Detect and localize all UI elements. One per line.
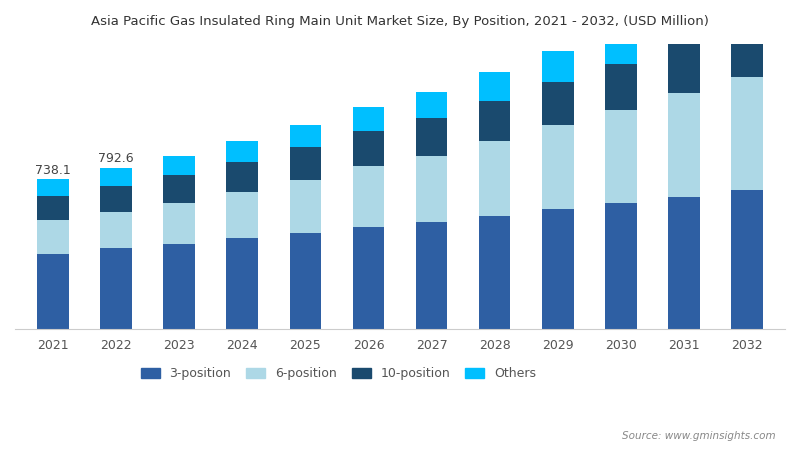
- Text: Source: www.gminsights.com: Source: www.gminsights.com: [622, 431, 776, 441]
- Bar: [731, 76, 763, 190]
- Bar: [353, 227, 384, 329]
- Bar: [731, 190, 763, 329]
- Bar: [542, 50, 574, 81]
- Bar: [290, 125, 321, 147]
- Bar: [100, 248, 132, 329]
- Bar: [416, 92, 447, 118]
- Bar: [542, 125, 574, 210]
- Bar: [353, 107, 384, 131]
- Bar: [226, 162, 258, 192]
- Bar: [163, 176, 195, 203]
- Bar: [226, 192, 258, 238]
- Bar: [353, 166, 384, 227]
- Bar: [542, 210, 574, 329]
- Bar: [605, 30, 637, 63]
- Bar: [37, 179, 69, 196]
- Bar: [731, 0, 763, 22]
- Bar: [163, 243, 195, 329]
- Bar: [226, 238, 258, 329]
- Bar: [163, 203, 195, 243]
- Bar: [479, 216, 510, 329]
- Bar: [100, 168, 132, 186]
- Text: 738.1: 738.1: [34, 163, 70, 176]
- Bar: [353, 131, 384, 166]
- Bar: [479, 72, 510, 100]
- Bar: [668, 7, 700, 43]
- Bar: [668, 93, 700, 197]
- Bar: [37, 220, 69, 254]
- Bar: [37, 196, 69, 220]
- Bar: [605, 203, 637, 329]
- Bar: [416, 118, 447, 156]
- Bar: [605, 110, 637, 203]
- Bar: [100, 186, 132, 212]
- Bar: [479, 100, 510, 141]
- Bar: [479, 141, 510, 216]
- Bar: [290, 147, 321, 180]
- Bar: [605, 63, 637, 110]
- Text: 792.6: 792.6: [98, 153, 134, 166]
- Bar: [542, 81, 574, 125]
- Bar: [37, 254, 69, 329]
- Bar: [290, 180, 321, 233]
- Bar: [290, 233, 321, 329]
- Bar: [668, 43, 700, 93]
- Bar: [731, 22, 763, 76]
- Bar: [416, 222, 447, 329]
- Title: Asia Pacific Gas Insulated Ring Main Unit Market Size, By Position, 2021 - 2032,: Asia Pacific Gas Insulated Ring Main Uni…: [91, 15, 709, 28]
- Bar: [163, 156, 195, 176]
- Bar: [416, 156, 447, 222]
- Bar: [226, 141, 258, 162]
- Legend: 3-position, 6-position, 10-position, Others: 3-position, 6-position, 10-position, Oth…: [136, 362, 541, 385]
- Bar: [100, 212, 132, 248]
- Bar: [668, 197, 700, 329]
